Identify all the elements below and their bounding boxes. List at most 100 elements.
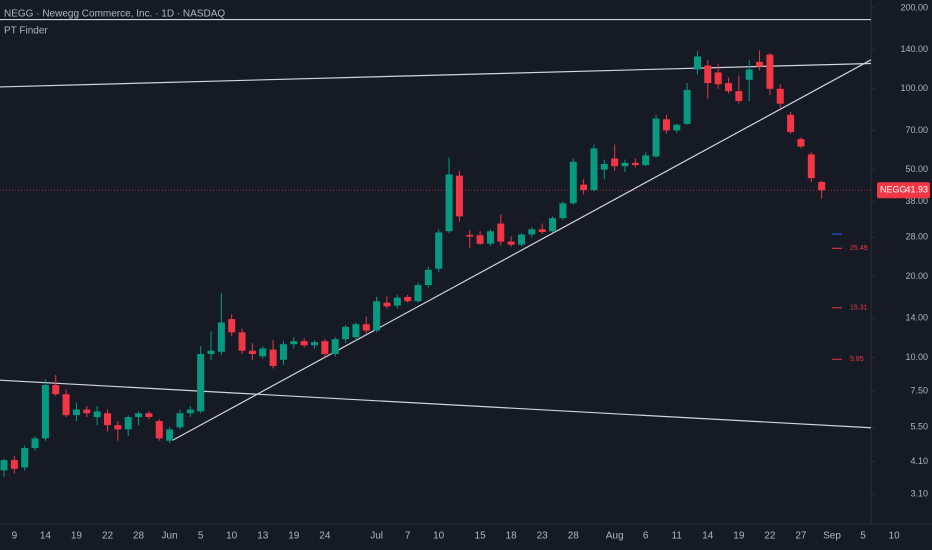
candle-body (466, 234, 474, 237)
x-tick-label: 19 (71, 531, 83, 542)
candle-body (611, 158, 619, 167)
candle-body (217, 322, 225, 352)
candle-body (807, 154, 815, 179)
x-tick-label: 13 (257, 531, 269, 542)
candle-body (373, 301, 381, 331)
candle-body (735, 91, 743, 102)
candle-body (383, 302, 391, 307)
y-tick-label: 38.00 (905, 196, 928, 206)
x-tick-label: Jul (370, 531, 383, 542)
candle-body (631, 162, 639, 166)
candle-body (414, 285, 422, 302)
y-tick-label: 10.00 (905, 352, 928, 362)
candle-body (538, 229, 546, 233)
candle-body (776, 88, 784, 104)
candle-body (818, 181, 826, 191)
candle-body (83, 409, 91, 414)
candle-body (10, 460, 18, 469)
y-tick-label: 7.50 (910, 385, 928, 395)
candle-body (683, 89, 691, 124)
x-tick-label: 9 (12, 531, 18, 542)
x-tick-label: Sep (823, 531, 841, 542)
candle-body (455, 175, 463, 217)
candle-body (445, 174, 453, 232)
candle-body (797, 139, 805, 147)
candle-body (424, 269, 432, 286)
candle-body (435, 232, 443, 269)
candle-body (497, 223, 505, 242)
candle-body (559, 203, 567, 219)
candle-body (290, 341, 298, 345)
x-tick-label: 5 (198, 531, 204, 542)
candle-body (248, 350, 256, 355)
candle-body (662, 119, 670, 131)
candle-body (652, 118, 660, 157)
candle-body (93, 411, 101, 418)
y-tick-label: 100.00 (900, 83, 928, 93)
candle-body (104, 413, 111, 426)
x-tick-label: 15 (475, 531, 487, 542)
indicator-name: PT Finder (4, 26, 48, 37)
candle-body (693, 56, 701, 70)
chart-title: NEGG · Newegg Commerce, Inc. · 1D · NASD… (4, 9, 225, 20)
x-tick-label: 6 (643, 531, 649, 542)
x-tick-label: 19 (288, 531, 300, 542)
candle-body (259, 348, 267, 357)
candle-body (549, 218, 557, 232)
y-tick-label: 14.00 (905, 313, 928, 323)
candle-body (590, 148, 598, 191)
price-target-label: 15.31 (850, 305, 868, 312)
candle-body (176, 413, 184, 428)
candle-body (166, 429, 174, 441)
x-tick-label: 22 (764, 531, 776, 542)
x-tick-label: 14 (40, 531, 52, 542)
candle-body (600, 163, 608, 170)
last-price-symbol: NEGG (880, 185, 907, 195)
x-tick-label: 5 (860, 531, 866, 542)
candle-body (72, 409, 80, 416)
x-tick-label: 10 (889, 531, 901, 542)
candle-body (331, 339, 339, 355)
x-tick-label: 11 (672, 531, 683, 542)
candle-body (673, 124, 681, 131)
candle-body (766, 54, 774, 89)
candle-body (714, 72, 722, 85)
candle-body (279, 344, 287, 360)
candle-body (31, 438, 39, 449)
y-tick-label: 5.50 (910, 422, 928, 432)
candle-body (393, 297, 401, 306)
candle-body (725, 83, 732, 92)
candle-body (518, 234, 525, 245)
y-tick-label: 28.00 (905, 232, 928, 242)
candle-body (155, 421, 163, 439)
candle-body (507, 241, 515, 245)
candle-body (342, 326, 350, 340)
y-tick-label: 140.00 (900, 44, 928, 54)
candle-body (580, 184, 588, 191)
x-tick-label: 14 (702, 531, 714, 542)
candle-body (207, 350, 215, 355)
x-tick-label: Jun (162, 531, 178, 542)
candle-body (528, 229, 536, 235)
candle-body (352, 324, 360, 338)
trendline (0, 62, 872, 88)
candle-body (642, 155, 650, 166)
candle-body (0, 460, 8, 471)
candle-body (238, 332, 246, 351)
x-tick-label: 10 (226, 531, 238, 542)
last-price-value: 41.93 (905, 185, 928, 195)
x-tick-label: 7 (405, 531, 411, 542)
candle-body (124, 417, 132, 430)
candle-body (569, 161, 577, 204)
x-tick-label: 19 (733, 531, 745, 542)
candle-body (197, 354, 205, 412)
last-price-box (877, 182, 930, 199)
price-target-label: 25.49 (850, 245, 868, 252)
x-tick-label: 28 (133, 531, 145, 542)
candle-body (62, 394, 70, 416)
candle-body (404, 296, 412, 302)
candle-body (756, 61, 764, 67)
candle-body (362, 324, 370, 331)
x-tick-label: 10 (433, 531, 445, 542)
